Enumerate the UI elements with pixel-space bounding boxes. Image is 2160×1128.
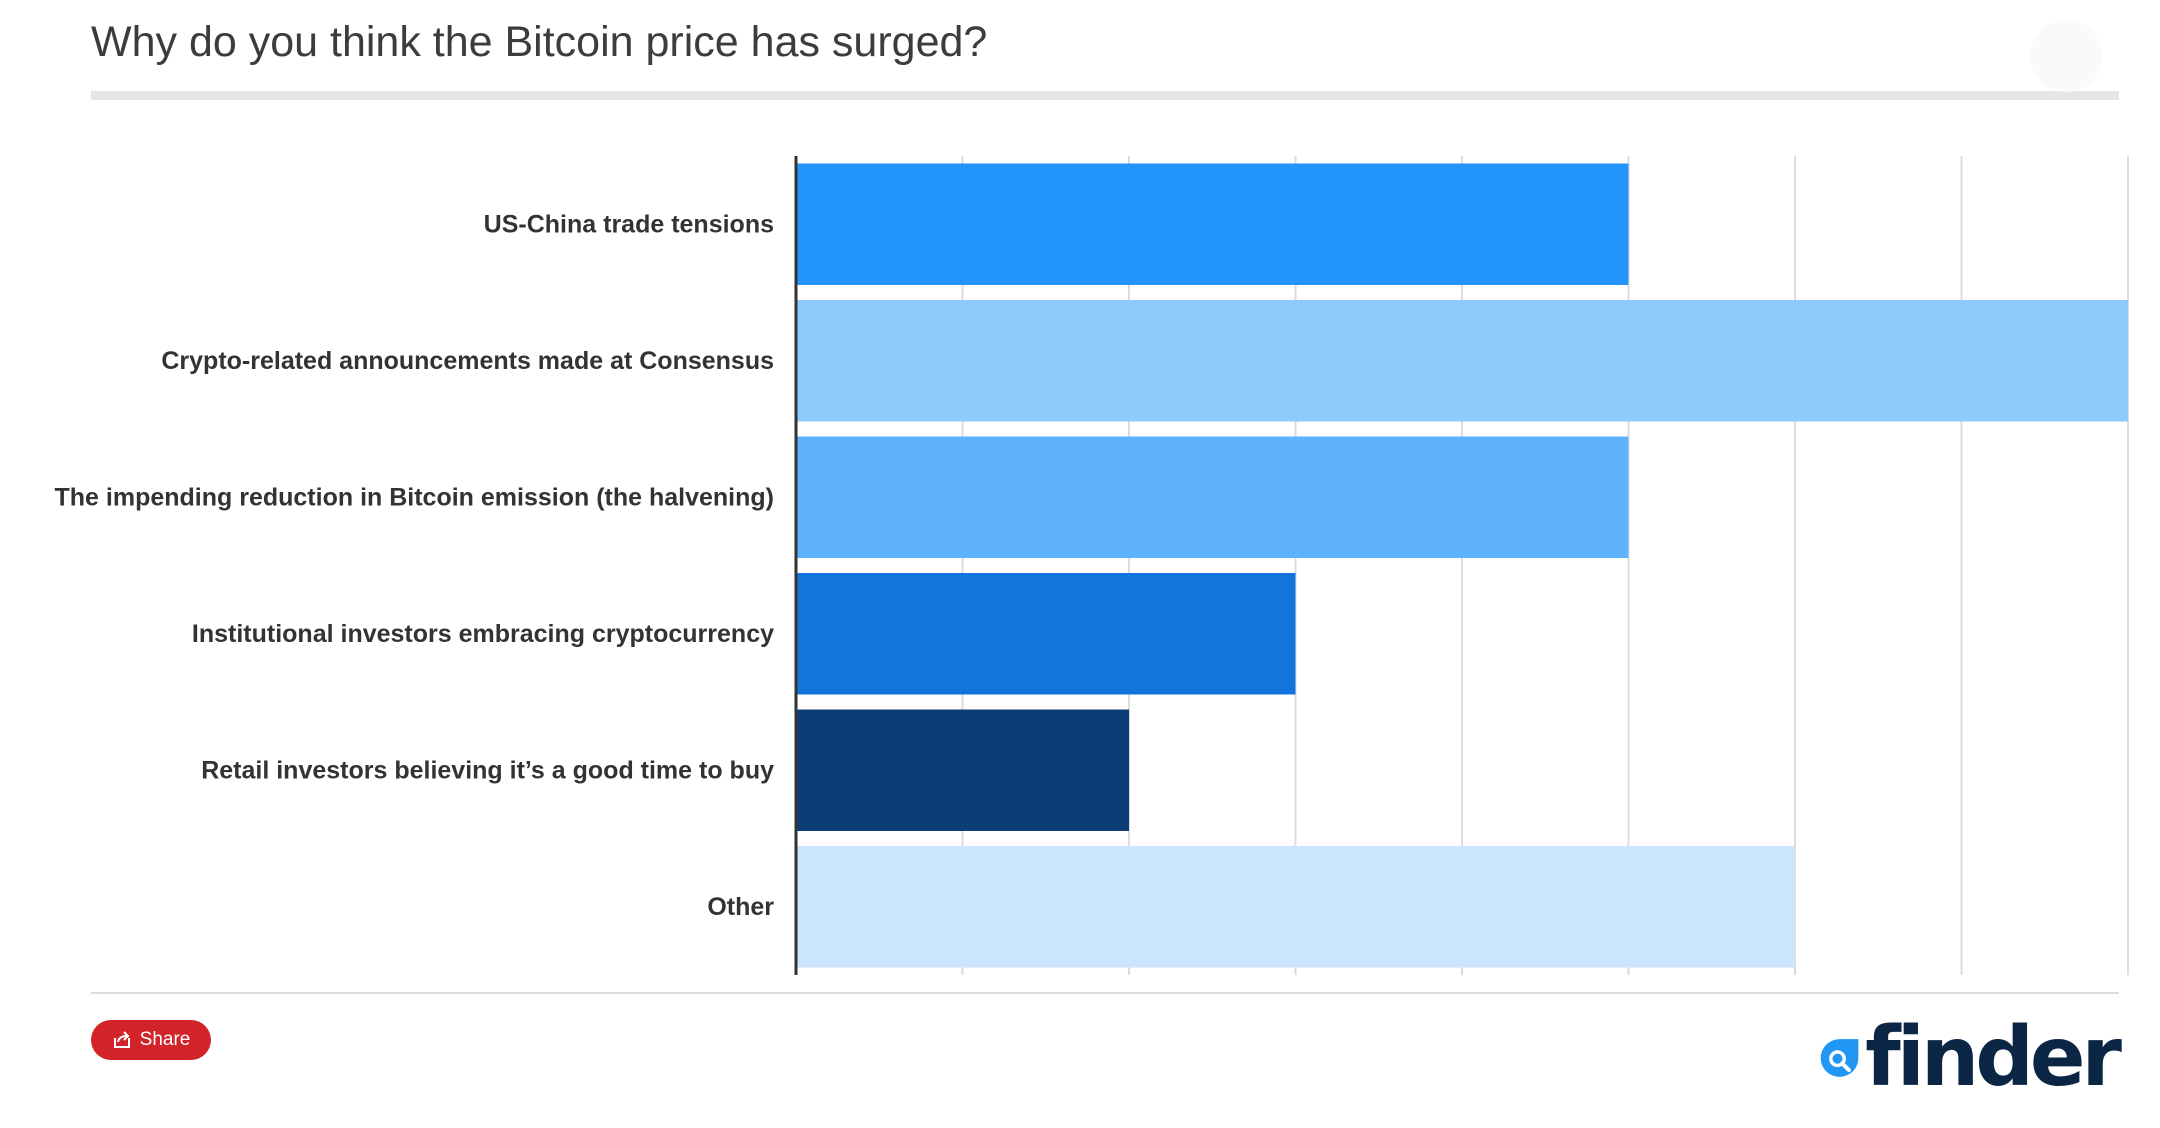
bar[interactable]	[796, 846, 1795, 968]
bar[interactable]	[796, 573, 1296, 695]
logo-wordmark: finder	[1865, 1010, 2122, 1105]
menu-circle-icon[interactable]	[2030, 20, 2102, 92]
bar[interactable]	[796, 300, 2128, 422]
share-label: Share	[139, 1029, 191, 1050]
title-divider	[91, 91, 2119, 100]
category-label: Crypto-related announcements made at Con…	[161, 347, 774, 375]
bars	[796, 163, 2128, 968]
magnifier-logo-icon	[1820, 1039, 1859, 1077]
gridlines	[961, 156, 2129, 975]
bar[interactable]	[796, 709, 1129, 831]
share-icon	[113, 1031, 130, 1048]
category-label: Other	[707, 893, 774, 921]
footer-divider	[91, 992, 2119, 994]
share-button[interactable]: Share	[91, 1020, 211, 1060]
category-label: US-China trade tensions	[484, 210, 774, 238]
bar[interactable]	[796, 163, 1629, 285]
category-label: Institutional investors embracing crypto…	[192, 620, 774, 648]
category-labels: US-China trade tensions Crypto-related an…	[55, 210, 775, 921]
bar-chart: US-China trade tensions Crypto-related an…	[55, 156, 2129, 975]
chart-title: Why do you think the Bitcoin price has s…	[91, 18, 988, 66]
finder-logo[interactable]: finder	[1818, 1010, 2122, 1105]
category-label: The impending reduction in Bitcoin emiss…	[55, 483, 774, 511]
bar[interactable]	[796, 436, 1629, 558]
category-label: Retail investors believing it’s a good t…	[201, 756, 774, 784]
